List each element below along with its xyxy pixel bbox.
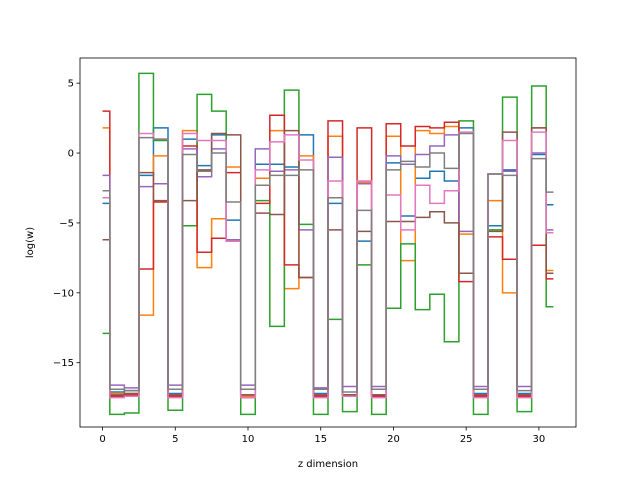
x-tick-label: 20 — [387, 434, 400, 445]
x-tick-label: 25 — [460, 434, 473, 445]
x-axis-label: z dimension — [298, 459, 358, 470]
x-tick-label: 10 — [242, 434, 255, 445]
y-tick-label: −15 — [53, 358, 74, 369]
x-tick-label: 0 — [99, 434, 105, 445]
y-tick-label: 5 — [68, 79, 74, 90]
y-tick-label: 0 — [68, 149, 74, 160]
x-tick-label: 5 — [172, 434, 178, 445]
tick-layer: 0 5 10 15 20 25 30 −15 −10 −5 0 5 — [53, 79, 545, 445]
x-tick-label: 30 — [533, 434, 546, 445]
y-tick-label: −10 — [53, 288, 74, 299]
x-tick-label: 15 — [314, 434, 327, 445]
series-line-8 — [102, 132, 554, 393]
series-layer — [102, 72, 554, 416]
y-axis-label: log(w) — [25, 227, 36, 258]
y-tick-label: −5 — [59, 218, 74, 229]
series-line-7 — [102, 131, 554, 399]
plot-frame — [79, 57, 577, 428]
